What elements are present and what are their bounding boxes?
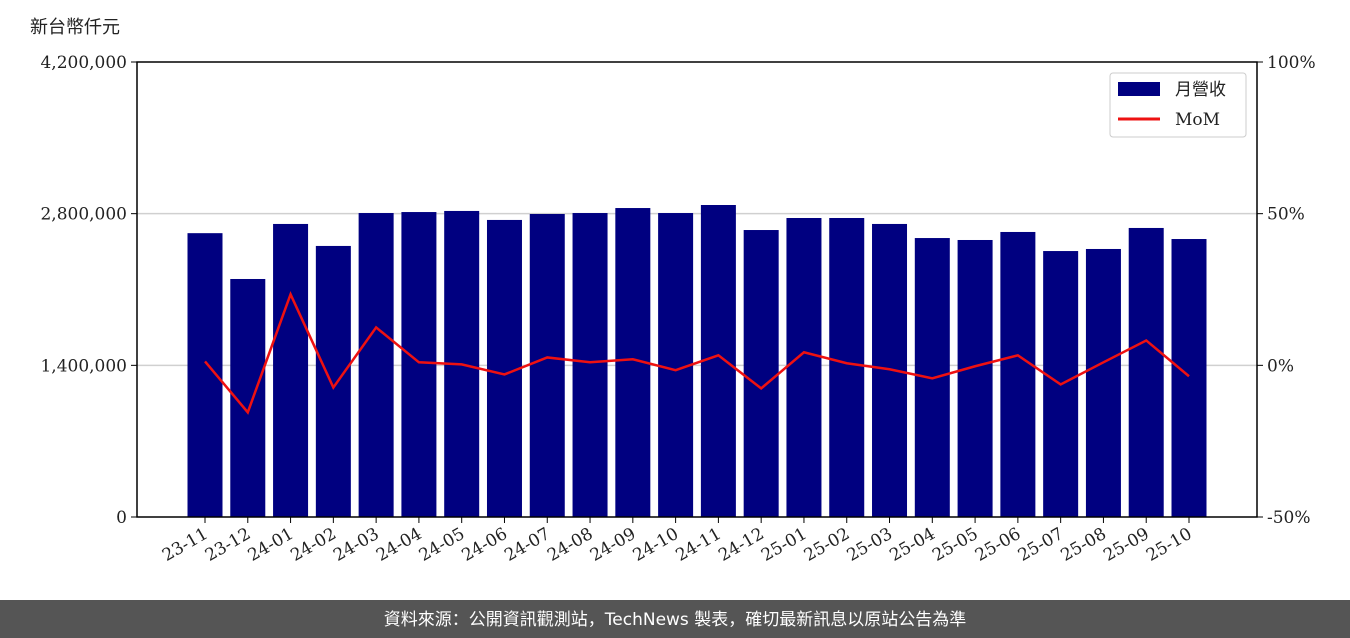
y-tick-label: 4,200,000 [40, 53, 127, 73]
bar [529, 213, 565, 517]
source-note: 資料來源：公開資訊觀測站，TechNews 製表，確切最新訊息以原站公告為準 [384, 610, 966, 630]
legend-swatch [1118, 82, 1160, 96]
mom-line [204, 291, 1190, 415]
bar [1000, 231, 1036, 517]
bar [957, 239, 993, 517]
bar [829, 218, 865, 517]
y2-tick-label: -50% [1267, 508, 1311, 528]
bar [401, 212, 437, 517]
y2-tick-label: 0% [1267, 356, 1294, 376]
legend-label: 月營收 [1175, 80, 1226, 100]
bar [743, 230, 779, 517]
legend: 月營收 MoM [1109, 72, 1247, 138]
bar [273, 223, 309, 518]
y2-tick-label: 50% [1267, 205, 1305, 225]
bar [572, 213, 608, 517]
plot-frame [136, 61, 1258, 518]
bar [700, 205, 736, 517]
bar [358, 213, 394, 517]
y2-tick-label: 100% [1267, 53, 1316, 73]
y-tick-label: 1,400,000 [40, 356, 127, 376]
bar [786, 218, 822, 517]
bar [1171, 239, 1207, 517]
bar [315, 245, 351, 517]
y-tick-label: 0 [116, 508, 127, 528]
bar [1128, 227, 1164, 517]
y-tick-label: 2,800,000 [40, 205, 127, 225]
footer [0, 600, 1350, 638]
y-axis-label: 新台幣仟元 [30, 17, 120, 38]
bar [1085, 248, 1121, 517]
legend-label: MoM [1175, 110, 1220, 130]
